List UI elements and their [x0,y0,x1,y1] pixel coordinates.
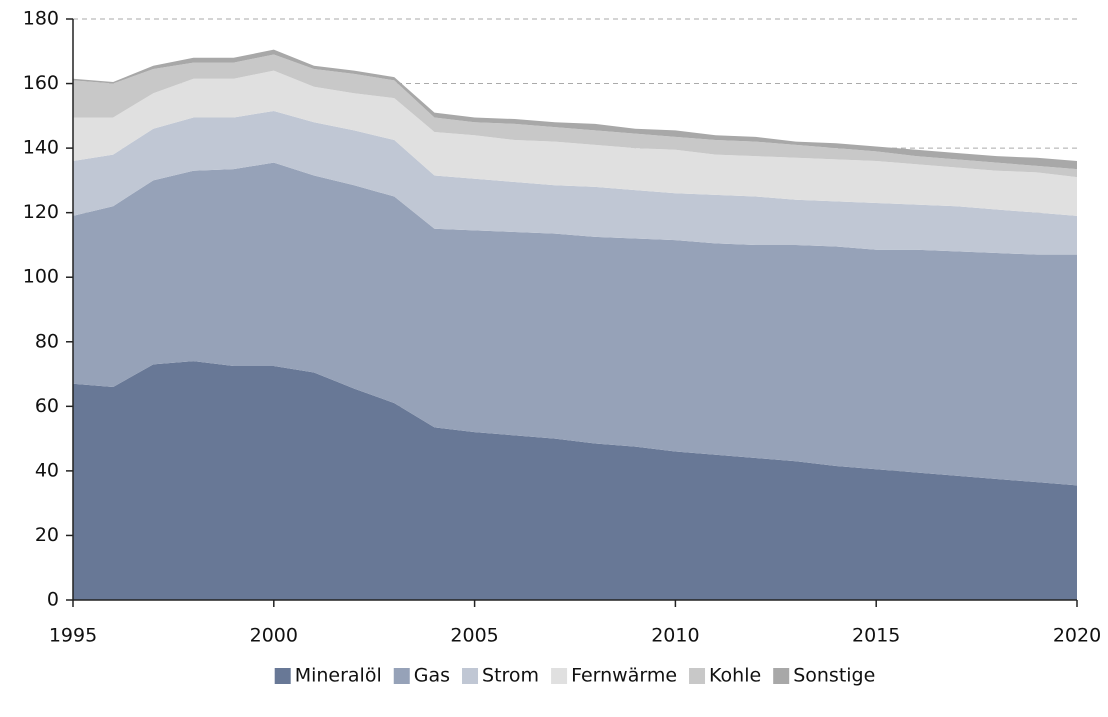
y-tick-label: 80 [35,330,59,352]
y-tick-label: 160 [23,72,59,94]
legend-swatch [773,668,790,684]
area [73,110,1077,255]
legend-label: Mineralöl [295,665,382,687]
x-tick-label: 2005 [450,625,498,647]
legend-label: Sonstige [793,665,875,687]
x-tick-label: 2015 [852,625,900,647]
legend-swatch [462,668,479,684]
legend-label: Strom [482,665,539,687]
legend-swatch [393,668,410,684]
x-tick-label: 1995 [49,625,97,647]
legend-label: Kohle [709,665,761,687]
legend-swatch [274,668,291,684]
y-tick-label: 0 [47,589,59,611]
y-tick-label: 20 [35,524,59,546]
area [73,361,1077,600]
legend-swatch [551,668,568,684]
legend-swatch [689,668,706,684]
area [73,162,1077,486]
y-tick-label: 100 [23,266,59,288]
area [73,49,1077,170]
x-tick-label: 2010 [651,625,699,647]
x-tick-label: 2020 [1053,625,1101,647]
x-tick-label: 2000 [250,625,298,647]
legend-label: Fernwärme [571,665,677,687]
legend-label: Gas [414,665,450,687]
y-tick-label: 60 [35,395,59,417]
y-tick-label: 120 [23,201,59,223]
y-tick-label: 40 [35,459,59,481]
y-tick-label: 140 [23,137,59,159]
y-tick-label: 180 [23,8,59,30]
area [73,54,1077,178]
legend: Mineralöl Gas Strom Fernwärme Kohle Sonstige [274,665,875,687]
